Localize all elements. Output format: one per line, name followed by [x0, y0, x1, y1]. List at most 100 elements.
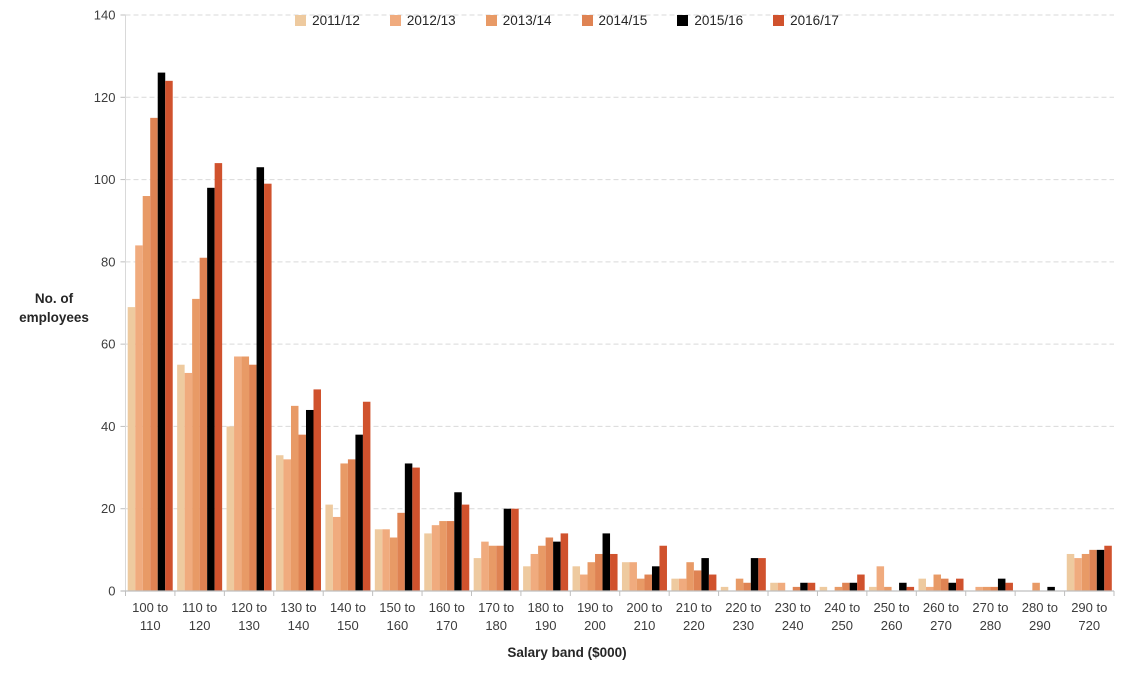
bar-2011/12-200 to210	[621, 562, 630, 591]
bar-2016/17-190 to200	[610, 553, 618, 591]
bar-2015/16-110 to120	[207, 187, 215, 592]
bar-2016/17-240 to250	[857, 574, 865, 591]
x-category-label-line1: 270 to	[972, 600, 1008, 615]
bar-2015/16-220 to230	[750, 558, 759, 591]
y-tick-label: 40	[101, 419, 115, 434]
bar-2016/17-270 to280	[1005, 582, 1013, 591]
y-tick-label: 80	[101, 254, 115, 269]
bar-2013/14-280 to290	[1032, 582, 1040, 591]
bar-2012/13-270 to280	[975, 586, 983, 591]
bar-2014/15-120 to130	[249, 364, 257, 591]
bar-2015/16-280 to290	[1047, 586, 1055, 591]
bar-2016/17-160 to170	[461, 504, 470, 591]
bar-2014/15-200 to210	[644, 574, 652, 591]
bar-2012/13-250 to260	[876, 566, 885, 591]
bar-2016/17-180 to190	[560, 533, 569, 591]
bar-2013/14-130 to140	[290, 405, 299, 591]
x-category-label-line2: 220	[683, 618, 705, 633]
bar-2016/17-200 to210	[659, 545, 667, 591]
x-category-label-line1: 180 to	[528, 600, 564, 615]
bar-2015/16-190 to200	[602, 533, 611, 591]
bar-2011/12-240 to250	[819, 586, 828, 591]
bar-2011/12-210 to220	[671, 578, 679, 591]
x-category-label-line1: 250 to	[874, 600, 910, 615]
bar-2014/15-100 to110	[150, 117, 158, 592]
x-category-label-line1: 220 to	[725, 600, 761, 615]
x-category-label-line2: 180	[485, 618, 507, 633]
x-category-label-line1: 230 to	[775, 600, 811, 615]
x-category-label-line2: 200	[584, 618, 606, 633]
bar-2016/17-100 to110	[165, 80, 173, 591]
bar-2012/13-120 to130	[234, 356, 242, 591]
x-category-label-line2: 120	[189, 618, 211, 633]
bar-2012/13-190 to200	[580, 574, 588, 591]
x-category-label-line2: 190	[535, 618, 557, 633]
x-category-label-line2: 130	[238, 618, 260, 633]
bar-2016/17-130 to140	[313, 389, 321, 591]
y-tick-label: 140	[94, 8, 116, 23]
bar-2015/16-150 to160	[404, 463, 413, 591]
bar-2011/12-180 to190	[523, 566, 531, 591]
bar-2015/16-120 to130	[256, 167, 265, 592]
x-category-label-line2: 210	[634, 618, 656, 633]
bar-2011/12-230 to240	[770, 582, 778, 591]
bar-2013/14-240 to250	[834, 586, 843, 591]
bar-2012/13-230 to240	[777, 582, 786, 591]
bar-2014/15-180 to190	[545, 537, 554, 591]
bar-2013/14-160 to170	[439, 521, 447, 591]
bar-2012/13-150 to160	[382, 529, 390, 591]
bar-2012/13-200 to210	[629, 562, 637, 591]
bar-2016/17-110 to120	[214, 163, 223, 592]
bar-2014/15-220 to230	[743, 582, 751, 591]
x-category-label-line1: 210 to	[676, 600, 712, 615]
x-category-label-line1: 260 to	[923, 600, 959, 615]
bar-2013/14-170 to180	[488, 545, 497, 591]
bar-2013/14-190 to200	[587, 562, 596, 591]
bar-2014/15-290 to720	[1089, 549, 1097, 591]
bar-2014/15-130 to140	[298, 434, 306, 591]
bar-2011/12-190 to200	[572, 566, 581, 591]
bar-2012/13-100 to110	[135, 245, 143, 591]
bar-2011/12-170 to180	[473, 558, 482, 591]
bar-2014/15-110 to120	[199, 257, 208, 591]
bar-2011/12-120 to130	[226, 426, 235, 591]
x-axis-title: Salary band ($000)	[507, 645, 627, 660]
x-category-label-line1: 120 to	[231, 600, 267, 615]
bar-2011/12-130 to140	[275, 455, 284, 591]
bar-2012/13-110 to120	[184, 372, 193, 591]
bar-2015/16-170 to180	[503, 508, 512, 591]
bar-2011/12-260 to270	[918, 578, 926, 591]
bar-2012/13-180 to190	[530, 553, 539, 591]
bar-2011/12-290 to720	[1066, 553, 1075, 591]
bar-2015/16-240 to250	[849, 582, 858, 591]
y-tick-label: 20	[101, 501, 115, 516]
bar-2013/14-270 to280	[982, 586, 991, 591]
bar-2016/17-140 to150	[362, 401, 371, 591]
x-category-label-line2: 270	[930, 618, 952, 633]
x-category-label-line1: 170 to	[478, 600, 514, 615]
bar-2012/13-260 to270	[926, 586, 934, 591]
bar-2011/12-160 to170	[424, 533, 432, 591]
bar-2014/15-210 to220	[693, 570, 702, 591]
x-category-label-line1: 190 to	[577, 600, 613, 615]
x-category-label-line2: 240	[782, 618, 804, 633]
bar-2015/16-270 to280	[997, 578, 1006, 591]
bar-2014/15-270 to280	[990, 586, 998, 591]
bar-2015/16-140 to150	[355, 434, 363, 591]
bar-2013/14-290 to720	[1081, 553, 1090, 591]
x-category-label-line2: 140	[288, 618, 310, 633]
bar-2013/14-140 to150	[340, 463, 348, 591]
x-category-label-line1: 280 to	[1022, 600, 1058, 615]
bar-2016/17-210 to220	[708, 574, 717, 591]
x-category-label-line2: 150	[337, 618, 359, 633]
bar-2013/14-150 to160	[389, 537, 398, 591]
bar-2015/16-290 to720	[1096, 549, 1105, 591]
bar-2015/16-230 to240	[800, 582, 808, 591]
bar-2012/13-140 to150	[332, 516, 341, 591]
bar-2012/13-210 to220	[678, 578, 687, 591]
bar-2014/15-260 to270	[941, 578, 949, 591]
x-category-label-line2: 230	[732, 618, 754, 633]
bar-2016/17-260 to270	[956, 578, 964, 591]
